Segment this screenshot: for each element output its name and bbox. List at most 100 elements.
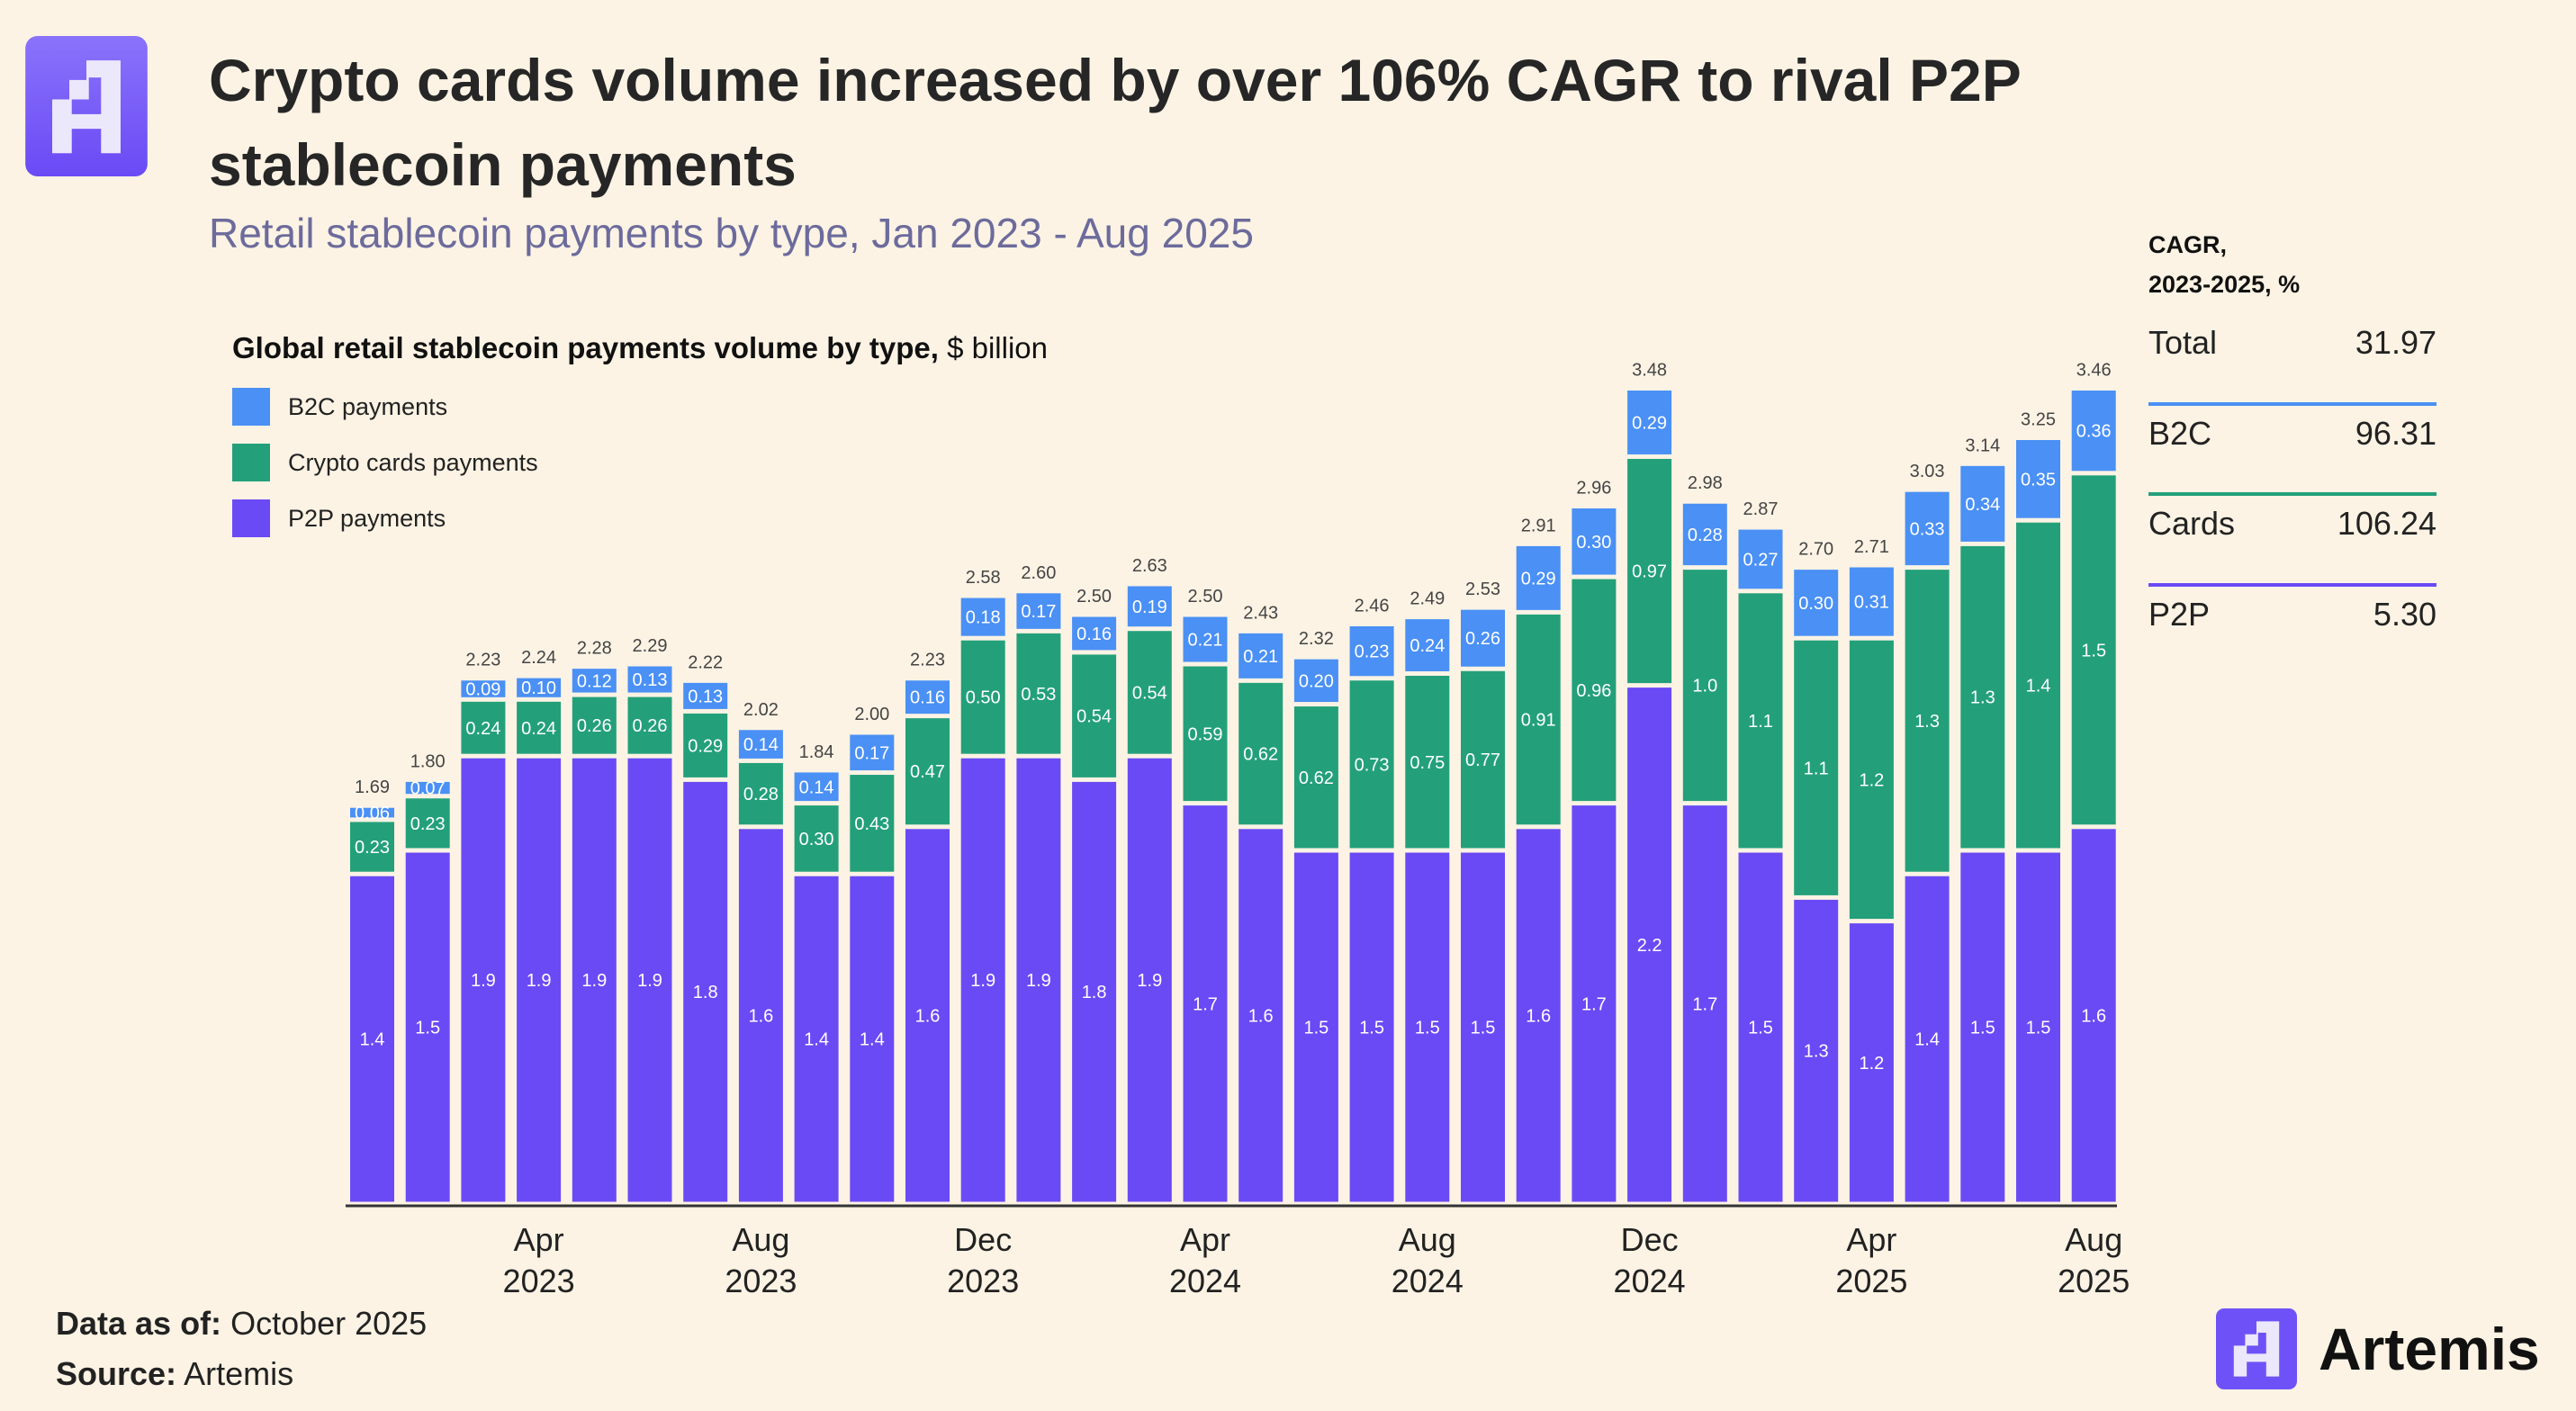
bar-segment-cards bbox=[572, 697, 617, 754]
bar-segment-b2c bbox=[1238, 633, 1283, 679]
bar-segment-p2p bbox=[1960, 852, 2005, 1202]
cagr-value: 106.24 bbox=[2337, 505, 2436, 542]
segment-label-p2p: 1.5 bbox=[1970, 1019, 1995, 1038]
bar-segment-b2c bbox=[572, 669, 617, 693]
bar-segment-p2p bbox=[572, 758, 617, 1202]
bar-segment-cards bbox=[1794, 640, 1839, 895]
segment-label-b2c: 0.14 bbox=[743, 735, 779, 755]
bar-segment-cards bbox=[794, 805, 839, 872]
bar-segment-cards bbox=[1349, 680, 1394, 849]
bar-segment-p2p bbox=[1849, 923, 1894, 1202]
segment-label-p2p: 1.5 bbox=[415, 1019, 440, 1038]
legend-label: Crypto cards payments bbox=[288, 448, 538, 476]
bar-segment-b2c bbox=[1127, 586, 1172, 627]
segment-label-cards: 1.1 bbox=[1748, 712, 1773, 732]
segment-label-cards: 0.96 bbox=[1576, 681, 1611, 701]
artemis-brand-icon bbox=[2216, 1308, 2297, 1389]
brand-name: Artemis bbox=[2319, 1316, 2540, 1382]
bar-segment-cards bbox=[1183, 666, 1228, 802]
total-label: 1.80 bbox=[410, 751, 446, 771]
cagr-row-p2p: P2P 5.30 bbox=[2148, 596, 2436, 634]
segment-label-p2p: 1.4 bbox=[804, 1030, 829, 1050]
segment-label-cards: 1.3 bbox=[1914, 712, 1940, 732]
bar-segment-p2p bbox=[1127, 758, 1172, 1202]
bar-segment-p2p bbox=[1238, 829, 1283, 1202]
segment-label-p2p: 1.6 bbox=[1248, 1006, 1274, 1026]
chart-title-unit: $ billion bbox=[947, 331, 1048, 364]
segment-label-b2c: 0.16 bbox=[1076, 625, 1112, 644]
segment-label-b2c: 0.21 bbox=[1243, 647, 1278, 667]
x-tick-year: 2024 bbox=[1169, 1263, 1241, 1299]
legend-swatch-p2p bbox=[232, 499, 270, 537]
segment-label-cards: 0.24 bbox=[521, 719, 556, 739]
bar-segment-b2c bbox=[1016, 593, 1061, 629]
bar-segment-cards bbox=[1627, 458, 1672, 684]
total-label: 2.23 bbox=[465, 651, 500, 670]
bar-segment-p2p bbox=[2016, 852, 2060, 1202]
cagr-value: 5.30 bbox=[2373, 596, 2436, 633]
x-tick-month: Apr bbox=[1180, 1221, 1230, 1258]
total-label: 2.28 bbox=[577, 639, 612, 659]
total-label: 2.91 bbox=[1521, 516, 1556, 535]
segment-label-b2c: 0.21 bbox=[1188, 631, 1223, 651]
cagr-divider-b2c bbox=[2148, 402, 2436, 406]
bar-segment-cards bbox=[517, 701, 562, 754]
segment-label-p2p: 1.8 bbox=[693, 983, 718, 1002]
bar-segment-b2c bbox=[683, 682, 728, 709]
bar-segment-b2c bbox=[627, 666, 672, 693]
bar-segment-p2p bbox=[1183, 805, 1228, 1202]
cagr-value: 96.31 bbox=[2355, 415, 2436, 452]
cagr-heading-line1: CAGR, bbox=[2148, 231, 2227, 258]
segment-label-p2p: 1.5 bbox=[2026, 1019, 2051, 1038]
chart-title: Global retail stablecoin payments volume… bbox=[232, 331, 1048, 365]
total-label: 2.58 bbox=[966, 568, 1001, 588]
segment-label-cards: 0.54 bbox=[1132, 683, 1167, 703]
segment-label-p2p: 1.5 bbox=[1415, 1019, 1440, 1038]
bar-segment-cards bbox=[905, 718, 950, 825]
segment-label-cards: 1.0 bbox=[1692, 677, 1717, 697]
total-label: 2.60 bbox=[1021, 563, 1056, 583]
bar-segment-b2c bbox=[405, 781, 450, 795]
segment-label-b2c: 0.27 bbox=[1743, 550, 1779, 570]
bar-segment-cards bbox=[1293, 706, 1338, 849]
segment-label-b2c: 0.28 bbox=[1688, 526, 1723, 545]
bar-segment-cards bbox=[1461, 670, 1505, 849]
bar-segment-p2p bbox=[461, 758, 506, 1202]
total-label: 2.23 bbox=[910, 651, 945, 670]
total-label: 2.29 bbox=[633, 636, 668, 656]
cagr-divider-cards bbox=[2148, 492, 2436, 496]
x-tick-month: Aug bbox=[732, 1221, 789, 1258]
segment-label-b2c: 0.23 bbox=[1355, 643, 1390, 662]
source-label: Source: bbox=[56, 1355, 177, 1392]
bar-segment-p2p bbox=[1572, 805, 1617, 1202]
segment-label-cards: 0.50 bbox=[966, 688, 1001, 708]
segment-label-p2p: 1.9 bbox=[527, 971, 552, 991]
segment-label-cards: 1.2 bbox=[1859, 770, 1884, 790]
data-as-of-value: October 2025 bbox=[230, 1305, 428, 1342]
artemis-logo-icon bbox=[25, 36, 148, 176]
bar-segment-b2c bbox=[1461, 609, 1505, 667]
segment-label-b2c: 0.12 bbox=[577, 671, 612, 691]
bar-segment-cards bbox=[1572, 579, 1617, 802]
bar-segment-b2c bbox=[1572, 508, 1617, 575]
bar-segment-b2c bbox=[1072, 616, 1117, 651]
x-tick-month: Apr bbox=[514, 1221, 564, 1258]
bar-segment-p2p bbox=[1794, 899, 1839, 1202]
segment-label-b2c: 0.13 bbox=[633, 670, 668, 690]
segment-label-p2p: 1.6 bbox=[1526, 1006, 1551, 1026]
segment-label-b2c: 0.13 bbox=[688, 687, 723, 706]
total-label: 3.48 bbox=[1632, 360, 1667, 380]
bar-segment-p2p bbox=[850, 876, 895, 1202]
x-tick-year: 2024 bbox=[1392, 1263, 1464, 1299]
data-as-of-label: Data as of: bbox=[56, 1305, 222, 1342]
cagr-heading-line2: 2023-2025, % bbox=[2148, 271, 2301, 298]
segment-label-p2p: 1.4 bbox=[860, 1030, 885, 1050]
total-label: 2.32 bbox=[1299, 629, 1334, 649]
cagr-label: B2C bbox=[2148, 415, 2212, 452]
segment-label-p2p: 1.2 bbox=[1859, 1054, 1884, 1074]
segment-label-p2p: 2.2 bbox=[1637, 936, 1662, 956]
segment-label-cards: 0.43 bbox=[854, 814, 889, 834]
bar-segment-cards bbox=[1127, 631, 1172, 754]
bar-segment-p2p bbox=[1516, 829, 1561, 1202]
total-label: 3.25 bbox=[2021, 410, 2056, 430]
